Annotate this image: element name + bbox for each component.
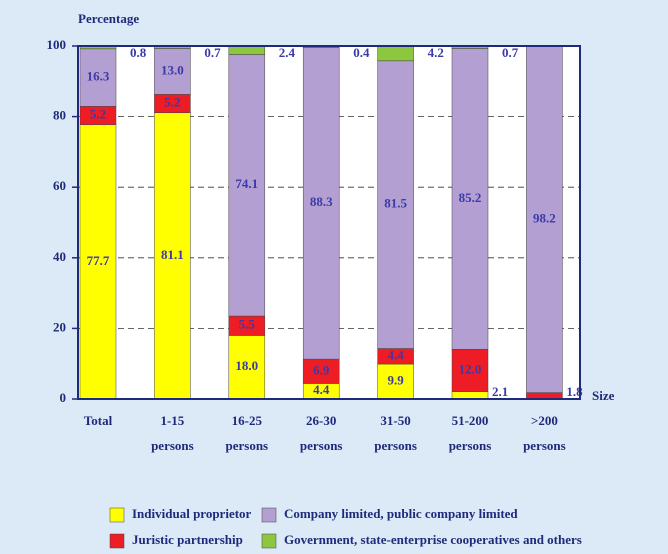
bar-segment bbox=[451, 348, 489, 392]
value-label: 0.7 bbox=[204, 45, 221, 60]
x-tick-label: 31-50 bbox=[380, 413, 410, 428]
value-label: 12.0 bbox=[459, 361, 482, 376]
value-label: 18.0 bbox=[235, 358, 258, 373]
bar-segment bbox=[79, 48, 117, 107]
legend-label: Juristic partnership bbox=[132, 532, 243, 547]
x-axis-label: Size bbox=[592, 388, 615, 403]
x-tick-label: 16-25 bbox=[232, 413, 263, 428]
bar-segment bbox=[154, 48, 191, 95]
y-axis-label: Percentage bbox=[78, 11, 139, 26]
bar-segment bbox=[302, 358, 340, 384]
x-tick-label: persons bbox=[523, 438, 566, 453]
bar-segment bbox=[302, 47, 340, 360]
value-label: 0.8 bbox=[130, 45, 147, 60]
bar-segment bbox=[451, 48, 489, 350]
value-label: 13.0 bbox=[161, 62, 184, 77]
y-tick-label: 0 bbox=[60, 390, 67, 405]
bar-segment bbox=[377, 45, 414, 62]
value-label: 74.1 bbox=[235, 176, 258, 191]
value-label: 5.2 bbox=[164, 95, 180, 110]
value-label: 1.8 bbox=[566, 384, 583, 399]
value-label: 85.2 bbox=[459, 190, 482, 205]
y-tick-label: 100 bbox=[47, 37, 67, 52]
bar-segment bbox=[451, 391, 489, 400]
legend-swatch bbox=[261, 507, 277, 523]
x-tick-label: persons bbox=[449, 438, 492, 453]
value-label: 81.5 bbox=[384, 196, 407, 211]
value-label: 9.9 bbox=[387, 373, 404, 388]
y-tick-label: 40 bbox=[53, 249, 66, 264]
bar-segment bbox=[228, 335, 266, 400]
bar-segment bbox=[79, 124, 117, 400]
value-label: 4.4 bbox=[387, 347, 404, 362]
value-label: 88.3 bbox=[310, 194, 333, 209]
value-label: 6.9 bbox=[313, 362, 330, 377]
value-label: 0.7 bbox=[502, 45, 519, 60]
legend-label: Government, state-enterprise cooperative… bbox=[284, 532, 582, 547]
x-tick-label: persons bbox=[300, 438, 343, 453]
x-tick-label: 51-200 bbox=[452, 413, 489, 428]
bar-segment bbox=[526, 45, 563, 393]
x-tick-label: persons bbox=[225, 438, 268, 453]
value-label: 5.5 bbox=[239, 317, 256, 332]
bar-segment bbox=[377, 60, 414, 349]
plot-border bbox=[77, 45, 581, 400]
y-tick-label: 60 bbox=[53, 178, 66, 193]
x-tick-label: 26-30 bbox=[306, 413, 336, 428]
value-label: 5.2 bbox=[90, 107, 106, 122]
legend-swatch bbox=[261, 533, 277, 549]
bar-segment bbox=[228, 45, 266, 55]
x-tick-label: >200 bbox=[531, 413, 558, 428]
y-tick-label: 80 bbox=[53, 108, 66, 123]
value-label: 16.3 bbox=[87, 69, 110, 84]
value-label: 98.2 bbox=[533, 210, 556, 225]
bar-segment bbox=[228, 54, 266, 317]
x-tick-label: persons bbox=[374, 438, 417, 453]
value-label: 2.4 bbox=[279, 45, 296, 60]
legend-label: Individual proprietor bbox=[132, 506, 252, 521]
bar-segment bbox=[154, 112, 191, 400]
value-label: 4.4 bbox=[313, 382, 330, 397]
value-label: 4.2 bbox=[428, 45, 444, 60]
y-tick-label: 20 bbox=[53, 319, 66, 334]
value-label: 81.1 bbox=[161, 247, 184, 262]
value-label: 77.7 bbox=[87, 253, 110, 268]
x-tick-label: Total bbox=[84, 413, 113, 428]
legend-swatch bbox=[109, 507, 125, 523]
value-label: 2.1 bbox=[492, 384, 508, 399]
legend-label: Company limited, public company limited bbox=[284, 506, 518, 521]
x-tick-label: persons bbox=[151, 438, 194, 453]
x-tick-label: 1-15 bbox=[160, 413, 184, 428]
legend-swatch bbox=[109, 533, 125, 549]
value-label: 0.4 bbox=[353, 45, 370, 60]
